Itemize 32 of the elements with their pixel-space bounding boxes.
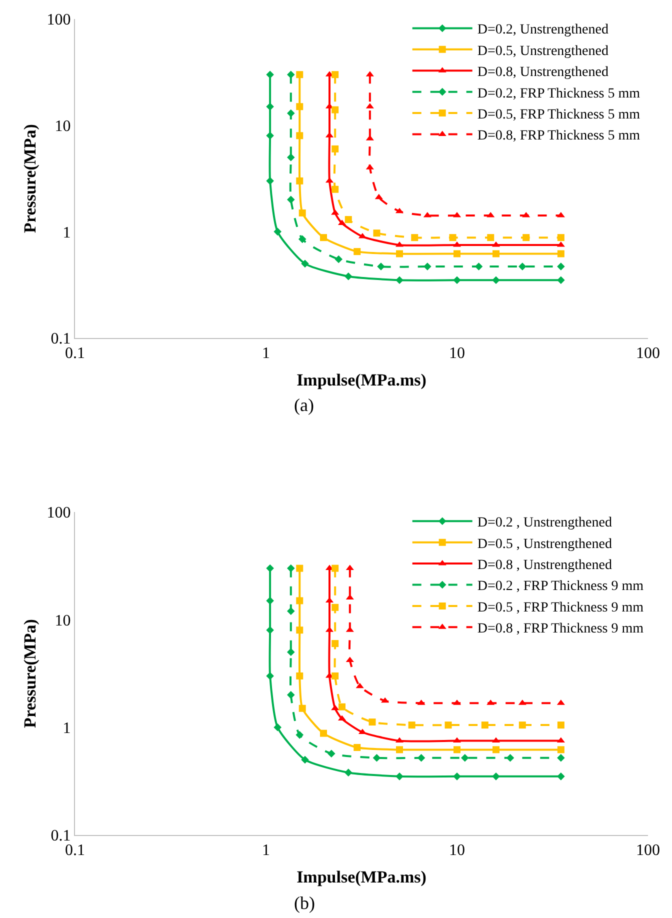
x-tick-label: 10 [449,345,465,362]
legend-label: D=0.5, Unstrengthened [477,44,608,59]
y-tick-label: 1 [62,224,71,242]
y-tick-label: 0.1 [50,330,71,348]
legend-label: D=0.8 , FRP Thickness 9 mm [477,622,644,637]
y-tick-label: 100 [46,504,71,522]
x-axis-title: Impulse(MPa.ms) [296,370,426,390]
legend-label: D=0.5 , FRP Thickness 9 mm [477,600,644,616]
y-tick-label: 10 [54,118,71,135]
y-axis-title: Pressure(MPa) [20,124,40,233]
x-axis-title: Impulse(MPa.ms) [296,868,426,887]
x-tick-label: 100 [636,842,660,860]
legend-label: D=0.8 , Unstrengthened [477,558,612,573]
legend-label: D=0.2 , FRP Thickness 9 mm [477,579,644,594]
y-tick-label: 0.1 [50,828,71,845]
x-tick-label: 10 [449,842,465,860]
legend-label: D=0.2, Unstrengthened [477,22,608,38]
legend-label: D=0.5 , Unstrengthened [477,536,612,552]
legend-label: D=0.8, Unstrengthened [477,65,608,80]
y-tick-label: 100 [46,12,71,29]
x-tick-label: 1 [262,345,270,362]
text: (a) [294,395,314,415]
legend-label: D=0.2 , Unstrengthened [477,516,612,531]
legend-label: D=0.2, FRP Thickness 5 mm [477,86,640,102]
x-tick-label: 100 [636,345,660,362]
y-tick-label: 10 [54,612,71,630]
text: (b) [294,893,315,913]
y-axis-title: Pressure(MPa) [20,619,40,728]
x-tick-label: 1 [262,842,270,860]
y-tick-label: 1 [62,720,71,737]
legend-label: D=0.5, FRP Thickness 5 mm [477,107,640,122]
legend-label: D=0.8, FRP Thickness 5 mm [477,128,640,144]
